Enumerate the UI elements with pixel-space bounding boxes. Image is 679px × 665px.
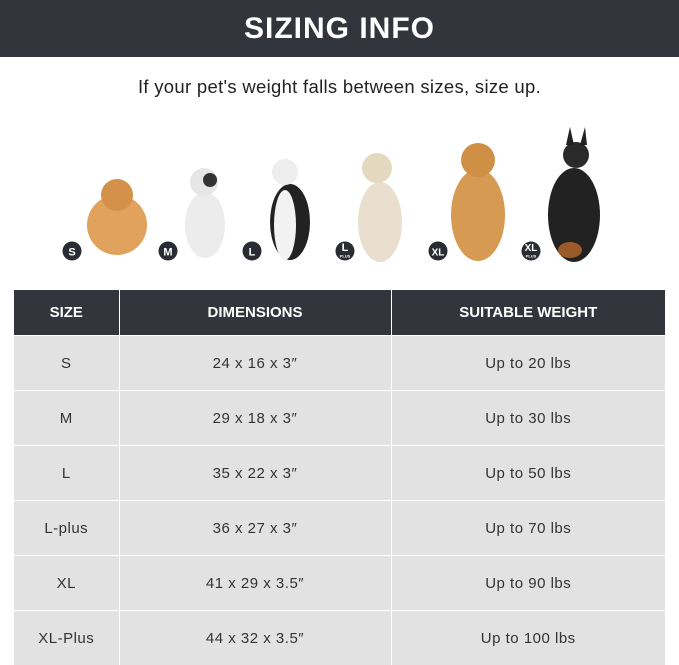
badge-label: XL: [432, 248, 445, 259]
header-suitable-weight: SUITABLE WEIGHT: [391, 290, 665, 336]
cell-weight: Up to 70 lbs: [391, 501, 665, 556]
size-badge: S: [63, 242, 82, 261]
badge-sublabel: PLUS: [340, 254, 351, 259]
cell-weight: Up to 90 lbs: [391, 556, 665, 611]
size-badge: M: [159, 242, 178, 261]
dog-pomeranian-image: [87, 179, 147, 255]
table-header-row: SIZE DIMENSIONS SUITABLE WEIGHT: [14, 290, 665, 336]
dog-labrador-image: [358, 153, 402, 262]
cell-size: XL: [14, 556, 119, 611]
dog-doberman-image: [548, 127, 600, 262]
size-badge: XL: [429, 242, 448, 261]
cell-size: XL-Plus: [14, 611, 119, 665]
badge-label: M: [163, 247, 172, 259]
cell-weight: Up to 50 lbs: [391, 446, 665, 501]
badge-label: XL: [525, 243, 538, 254]
header-dimensions: DIMENSIONS: [119, 290, 391, 336]
badge-label: L: [249, 247, 256, 259]
page-title: SIZING INFO: [0, 0, 679, 57]
dog-golden-retriever-image: [451, 143, 505, 261]
cell-size: L: [14, 446, 119, 501]
cell-weight: Up to 20 lbs: [391, 336, 665, 391]
cell-dimensions: 29 x 18 x 3″: [119, 391, 391, 446]
badge-sublabel: PLUS: [526, 254, 537, 259]
badge-label: S: [68, 247, 75, 259]
cell-weight: Up to 30 lbs: [391, 391, 665, 446]
subtitle: If your pet's weight falls between sizes…: [0, 76, 679, 98]
cell-dimensions: 35 x 22 x 3″: [119, 446, 391, 501]
cell-size: S: [14, 336, 119, 391]
cell-dimensions: 41 x 29 x 3.5″: [119, 556, 391, 611]
size-badge: L: [243, 242, 262, 261]
badge-label: L: [342, 242, 349, 254]
cell-size: M: [14, 391, 119, 446]
dog-border-collie-image: [270, 159, 310, 260]
dog-french-bulldog-image: [185, 168, 225, 258]
cell-size: L-plus: [14, 501, 119, 556]
cell-dimensions: 44 x 32 x 3.5″: [119, 611, 391, 665]
cell-dimensions: 24 x 16 x 3″: [119, 336, 391, 391]
cell-dimensions: 36 x 27 x 3″: [119, 501, 391, 556]
cell-weight: Up to 100 lbs: [391, 611, 665, 665]
header-size: SIZE: [14, 290, 119, 336]
